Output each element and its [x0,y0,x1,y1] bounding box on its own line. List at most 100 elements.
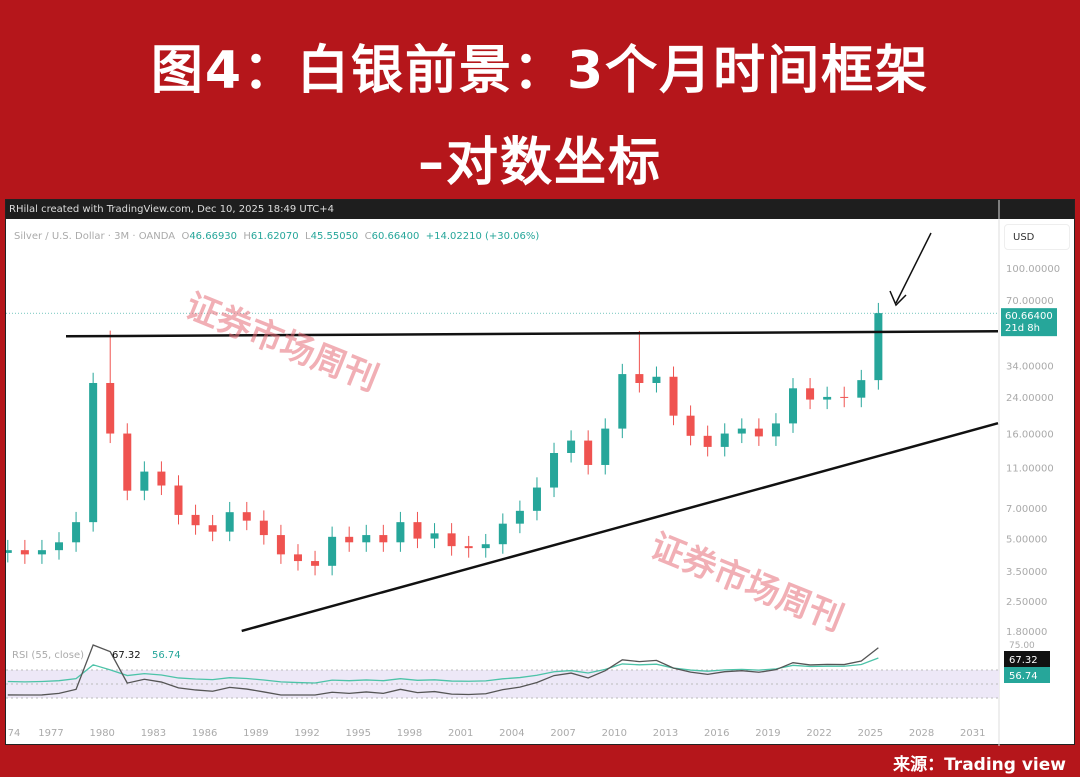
candle [550,452,559,488]
title-line-1: 图4：白银前景：3个月时间框架 [150,41,930,101]
candle [703,435,712,447]
candle [191,514,200,526]
open-label: O [181,231,190,242]
candle [618,374,627,429]
close-label: C [364,231,372,242]
candle [345,536,354,543]
candle [771,423,780,437]
arrow-head-icon [889,290,907,307]
x-tick-label: 2025 [858,728,883,739]
y-tick-label: 100.00000 [1006,264,1060,275]
candle [515,510,524,524]
x-tick-label: 1998 [397,728,422,739]
candle [379,535,388,543]
x-tick-label: 2019 [755,728,780,739]
candle [6,550,12,553]
candle [464,546,473,549]
symbol-name: Silver / U.S. Dollar · 3M · OANDA [14,231,176,242]
candle [430,533,439,539]
x-tick-label: 1992 [294,728,319,739]
x-tick-label: 1977 [38,728,63,739]
candle [874,313,883,381]
candle [686,415,695,436]
candle [567,440,576,453]
change-value: +14.02210 (+30.06%) [425,231,540,242]
x-tick-label: 2013 [653,728,678,739]
x-tick-label: 1986 [192,728,217,739]
close-value: 60.66400 [371,231,420,242]
x-tick-label: 2028 [909,728,934,739]
x-tick-label: 1995 [346,728,371,739]
source-label: 来源：Trading view [893,755,1066,775]
candle [669,376,678,416]
candle [720,433,729,447]
candle [140,471,149,491]
x-tick-label: 1983 [141,728,166,739]
x-tick-label: 2001 [448,728,473,739]
symbol-legend: Silver / U.S. Dollar · 3M · OANDA O46.66… [14,231,539,242]
created-with-bar: RHilal created with TradingView.com, Dec… [6,200,1074,219]
y-tick-label: 5.00000 [1006,535,1047,546]
candle [840,396,849,398]
y-tick-label: 7.00000 [1006,504,1047,515]
candle [20,550,29,555]
candle [157,471,166,486]
y-tick-label: 2.50000 [1006,597,1047,608]
candle [242,512,251,521]
rsi-ma-value: 56.74 [152,650,181,661]
high-value: 61.62070 [250,231,299,242]
candle [225,512,234,532]
rsi-badge-value: 67.32 [1009,655,1038,666]
rsi-label: RSI (55, close) [12,650,84,661]
candle [259,520,268,536]
candle [106,382,115,434]
candle [311,561,320,566]
candle [789,388,798,424]
candle [532,487,541,511]
candle [362,535,371,543]
y-tick-label: 1.80000 [1006,627,1047,638]
x-tick-label: 1980 [89,728,114,739]
last-price-value: 60.66400 [1005,311,1053,322]
y-tick-label: 34.00000 [1006,361,1054,372]
candle [737,428,746,434]
candle [584,440,593,465]
y-tick-label: 70.00000 [1006,296,1054,307]
candle [806,388,815,400]
candle [328,536,337,566]
price-chart[interactable]: 100.00000 70.00000 34.00000 24.00000 16.0000… [6,200,1076,746]
candle [857,380,866,398]
y-tick-label: 16.00000 [1006,430,1054,441]
x-tick-label: 2022 [806,728,831,739]
candle [601,428,610,465]
candle [55,542,63,551]
y-tick-label: 3.50000 [1006,567,1047,578]
rsi-axis-label: 75.00 [1009,641,1035,651]
candle [447,533,456,547]
low-value: 45.55050 [310,231,359,242]
rsi-line [7,644,879,696]
candle [174,485,183,515]
candle [72,522,81,543]
rsi-value: 67.32 [112,650,141,661]
candle [413,522,422,539]
support-trendline [241,422,999,633]
x-tick-label: 2010 [602,728,627,739]
x-tick-label: 1989 [243,728,268,739]
rsi-value-badge [1004,651,1050,667]
high-label: H [243,231,251,242]
y-tick-label: 24.00000 [1006,393,1054,404]
candle [276,535,285,555]
x-tick-label: 2016 [704,728,729,739]
currency-button[interactable]: USD [1004,224,1070,250]
candle [123,433,132,491]
candle [498,523,507,545]
open-value: 46.66930 [189,231,238,242]
rsi-ma-line [7,657,879,684]
y-tick-label: 11.00000 [1006,463,1054,474]
candle [652,376,661,383]
last-price-badge [1001,308,1057,337]
candle [37,550,46,555]
x-tick-label: 2031 [960,728,985,739]
chart-panel: RHilal created with TradingView.com, Dec… [5,199,1076,746]
